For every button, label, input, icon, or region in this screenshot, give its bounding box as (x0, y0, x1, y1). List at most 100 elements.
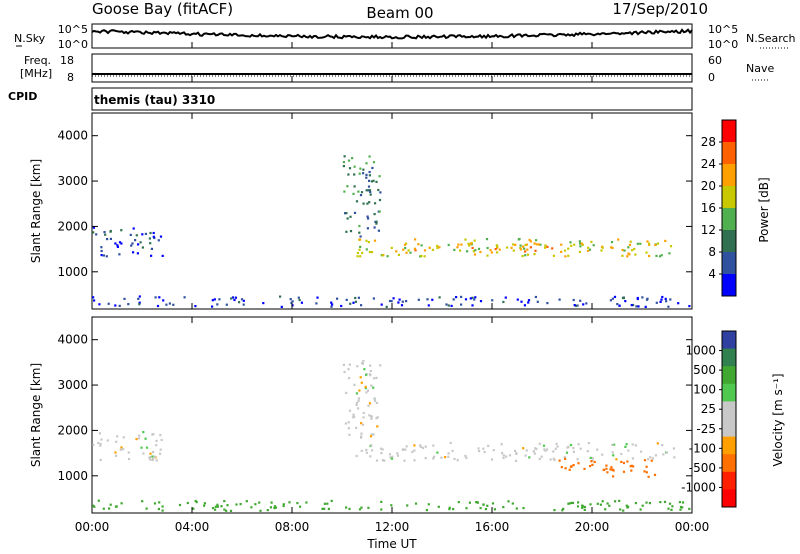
power-mark (375, 180, 378, 183)
power-mark (354, 300, 357, 303)
velocity-mark (390, 504, 393, 507)
power-mark (168, 302, 171, 305)
power-mark (636, 242, 639, 245)
velocity-mark (343, 370, 346, 374)
power-mark (388, 299, 392, 303)
power-mark (379, 191, 382, 194)
velocity-mark (456, 459, 459, 462)
power-colorbar: 28 24 20 16 12 8 4 (701, 119, 737, 297)
velocity-mark (515, 507, 518, 510)
velocity-mark (369, 415, 373, 418)
power-mark (354, 296, 357, 300)
power-mark (183, 296, 186, 299)
power-colorbar-segment (722, 252, 736, 275)
power-mark (610, 246, 613, 249)
velocity-mark (524, 454, 527, 457)
velocity-colorbar: 1000 500 100 25 -25 -100 -500 -1000 (681, 330, 737, 508)
power-mark (353, 173, 356, 176)
power-mark (423, 255, 426, 258)
velocity-mark (379, 364, 382, 367)
velocity-mark (155, 444, 158, 447)
velocity-colorbar-segment (722, 331, 736, 350)
power-mark (109, 229, 112, 233)
power-mark (398, 298, 401, 301)
velocity-mark (274, 506, 278, 509)
power-mark (368, 155, 371, 158)
velocity-mark (651, 457, 654, 460)
velocity-mark (546, 448, 549, 451)
power-mark (447, 243, 450, 247)
power-mark (342, 165, 345, 168)
velocity-mark (626, 506, 629, 509)
velocity-mark (656, 442, 659, 445)
power-mark (533, 242, 536, 245)
velocity-mark (361, 361, 364, 365)
velocity-mark (347, 427, 350, 430)
power-mark (544, 244, 547, 247)
velocity-mark (568, 468, 571, 471)
velocity-mark (437, 505, 440, 508)
velocity-mark (419, 444, 422, 447)
velocity-mark (491, 502, 495, 505)
power-mark (403, 243, 407, 246)
power-mark (636, 296, 639, 300)
velocity-colorbar-label: Velocity [m s⁻¹] (771, 373, 785, 466)
power-mark (230, 297, 233, 300)
power-colorbar-tick-label: 24 (701, 157, 716, 171)
velocity-mark (367, 506, 370, 509)
power-mark (668, 252, 671, 255)
velocity-mark (100, 438, 103, 441)
velocity-mark (122, 448, 125, 451)
power-mark (655, 254, 658, 257)
power-mark (453, 248, 456, 251)
velocity-mark (226, 504, 229, 507)
velocity-mark (538, 442, 541, 445)
velocity-mark (388, 453, 391, 456)
velocity-mark (643, 470, 646, 473)
power-mark (138, 301, 141, 304)
power-mark (494, 248, 497, 251)
power-mark (523, 304, 526, 307)
velocity-mark (630, 464, 633, 467)
power-mark (413, 247, 416, 250)
velocity-mark (589, 456, 592, 459)
velocity-mark (138, 434, 141, 437)
velocity-mark (364, 385, 367, 388)
power-panel-frame (91, 112, 693, 310)
velocity-mark (214, 508, 217, 511)
velocity-mark (98, 432, 101, 435)
power-mark (452, 298, 455, 301)
power-mark (345, 212, 348, 215)
power-mark (486, 254, 489, 257)
power-mark (667, 305, 670, 308)
power-mark (564, 255, 567, 258)
velocity-mark (465, 507, 468, 510)
velocity-colorbar-segment (722, 471, 736, 490)
velocity-mark (127, 451, 130, 454)
velocity-mark (570, 501, 573, 504)
power-mark (601, 246, 604, 249)
velocity-mark (482, 503, 485, 506)
velocity-mark (593, 460, 596, 464)
power-mark (529, 240, 532, 243)
power-mark (359, 235, 362, 238)
velocity-mark (549, 458, 552, 461)
power-mark (419, 255, 422, 258)
velocity-mark (500, 443, 503, 446)
velocity-mark (558, 459, 561, 462)
power-mark (153, 236, 156, 240)
velocity-mark (611, 443, 614, 446)
power-colorbar-segment (722, 208, 736, 231)
velocity-mark (650, 459, 653, 462)
power-mark (567, 247, 570, 250)
power-mark (340, 304, 343, 308)
velocity-mark (120, 446, 123, 449)
velocity-mark (355, 426, 358, 429)
velocity-mark (161, 505, 164, 508)
power-mark (578, 250, 581, 253)
velocity-mark (679, 508, 682, 511)
power-mark (574, 304, 577, 307)
power-mark (218, 298, 221, 301)
velocity-mark (614, 500, 617, 503)
velocity-mark (560, 466, 563, 469)
